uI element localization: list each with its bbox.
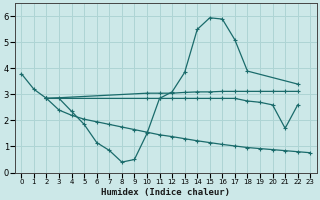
- X-axis label: Humidex (Indice chaleur): Humidex (Indice chaleur): [101, 188, 230, 197]
